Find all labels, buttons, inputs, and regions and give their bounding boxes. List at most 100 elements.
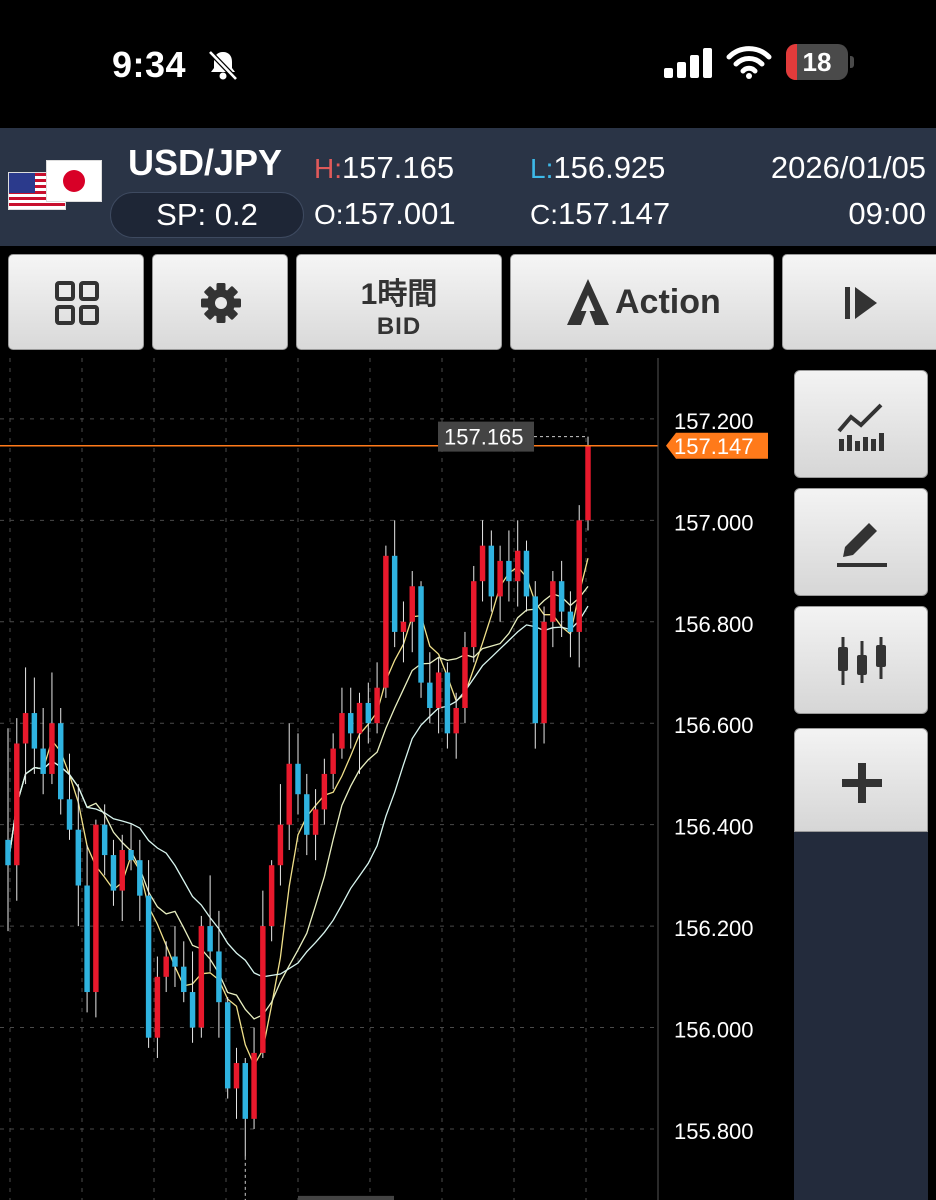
price-type-label: BID — [376, 313, 422, 340]
candle — [497, 545, 503, 622]
candle-body — [427, 682, 433, 708]
y-tick-label: 156.800 — [674, 612, 754, 637]
candle — [207, 875, 213, 972]
y-tick-label: 157.000 — [674, 510, 754, 535]
high-label: H: — [314, 153, 342, 184]
candle-body — [189, 992, 196, 1028]
candle-body — [119, 850, 125, 891]
candle-body — [233, 1063, 240, 1089]
candle — [532, 581, 538, 749]
candle-body — [260, 926, 266, 1053]
candlestick-chart[interactable]: 157.147 157.165 155.745 157.200 157.000 156.… — [0, 358, 790, 1200]
candle — [321, 758, 328, 825]
indicator-chart-icon — [837, 403, 884, 451]
candle-body — [391, 555, 398, 632]
candle — [22, 667, 29, 785]
candle — [304, 773, 310, 856]
candle-body — [356, 702, 363, 734]
candle — [14, 718, 20, 901]
open-label: O: — [314, 199, 344, 230]
candle — [295, 733, 301, 815]
plus-icon — [842, 763, 882, 803]
candle-body — [435, 672, 442, 708]
candle — [66, 753, 73, 840]
layout-button[interactable] — [8, 254, 144, 350]
candle — [101, 804, 108, 876]
candle-body — [268, 865, 275, 927]
candle — [348, 687, 354, 749]
candle-body — [330, 748, 336, 774]
add-indicator-button[interactable] — [794, 728, 928, 832]
candle — [453, 692, 459, 759]
draw-button[interactable] — [794, 488, 928, 596]
candle — [145, 860, 152, 1048]
price-chart[interactable]: 157.147 157.165 155.745 157.200 157.000 156.… — [0, 358, 790, 1200]
draw-pencil-icon — [837, 523, 887, 567]
candle-body — [488, 545, 495, 597]
candle-body — [365, 702, 372, 724]
candle-body — [479, 545, 486, 582]
candle — [251, 1027, 257, 1129]
timeframe-button[interactable]: 1時間 BID — [296, 254, 502, 350]
candle — [383, 545, 389, 698]
candle-body — [558, 581, 565, 612]
candle-body — [224, 1002, 231, 1089]
settings-button[interactable] — [152, 254, 288, 350]
candle — [365, 682, 372, 744]
currency-pair[interactable]: USD/JPY — [128, 142, 283, 183]
candle — [339, 687, 345, 759]
candle-body — [84, 885, 90, 993]
candle-body — [444, 672, 451, 734]
candle-body — [66, 799, 73, 830]
high-quote: H:157.165 — [314, 150, 454, 186]
open-value: 157.001 — [343, 196, 456, 231]
bell-slash-icon — [208, 50, 238, 81]
chart-type-candle-icon — [838, 637, 886, 685]
candle-body — [532, 596, 538, 724]
y-tick-label: 156.000 — [674, 1018, 754, 1043]
next-button[interactable] — [782, 254, 936, 350]
candle — [576, 505, 582, 668]
candle — [268, 860, 275, 942]
quote-time: 09:00 — [848, 196, 926, 231]
candle-body — [40, 748, 46, 774]
candle-body — [154, 976, 161, 1038]
candle — [216, 910, 222, 1038]
close-label: C: — [530, 199, 558, 230]
candle — [471, 565, 477, 663]
candle-body — [58, 723, 64, 800]
candle — [189, 951, 196, 1043]
low-label: L: — [530, 153, 554, 184]
candle — [391, 520, 398, 648]
candle — [356, 692, 363, 774]
side-panel-background — [794, 830, 928, 1200]
candle-body — [207, 926, 213, 952]
candle — [435, 657, 442, 734]
chart-type-button[interactable] — [794, 606, 928, 714]
gear-icon — [201, 283, 241, 323]
candle — [5, 728, 11, 932]
candle-body — [242, 1063, 248, 1119]
battery-level: 18 — [802, 47, 832, 77]
candle-body — [374, 687, 380, 724]
candle — [523, 540, 530, 612]
candle — [110, 839, 117, 906]
min-marker-label: 155.745 — [304, 1199, 384, 1200]
candle-body — [49, 723, 55, 774]
candle — [330, 733, 336, 790]
action-label: Action — [615, 283, 721, 321]
candle-body — [418, 586, 424, 683]
min-marker-box — [298, 1195, 394, 1200]
action-logo-icon — [567, 279, 609, 325]
cellular-signal-icon — [664, 48, 712, 78]
wifi-icon — [726, 46, 772, 79]
candle-body — [110, 855, 117, 891]
indicator-button[interactable] — [794, 370, 928, 478]
candle — [374, 662, 380, 734]
candle-body — [506, 560, 512, 582]
action-button[interactable]: Action — [510, 254, 774, 350]
candle-body — [497, 560, 503, 597]
low-value: 156.925 — [553, 150, 666, 185]
candle-body — [453, 707, 459, 734]
candle-body — [339, 713, 345, 749]
